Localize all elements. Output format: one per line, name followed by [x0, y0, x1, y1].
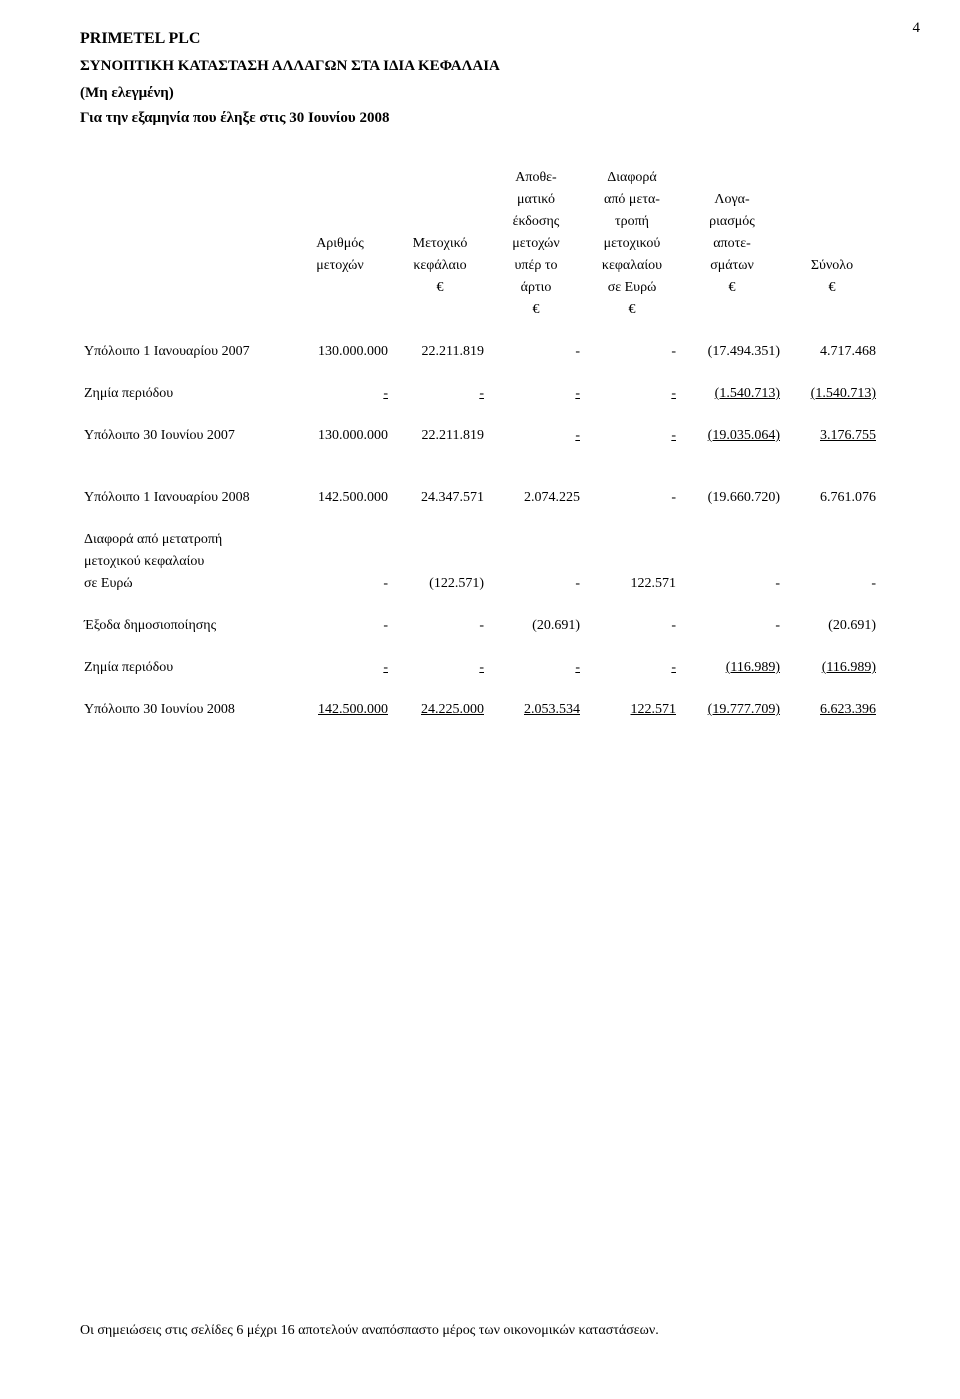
header-row: € € [80, 299, 880, 321]
document-page: PRIMETEL PLC ΣΥΝΟΠΤΙΚΗ ΚΑΤΑΣΤΑΣΗ ΑΛΛΑΓΩΝ… [0, 0, 960, 751]
table-row: Υπόλοιπο 30 Ιουνίου 2008 142.500.000 24.… [80, 699, 880, 721]
table-row: Ζημία περιόδου - - - - (1.540.713) (1.54… [80, 383, 880, 405]
header-row: έκδοσης τροπή ριασμός [80, 211, 880, 233]
col3-header: Αποθε- [488, 167, 584, 189]
header-row: Αποθε- Διαφορά [80, 167, 880, 189]
table-row: Υπόλοιπο 1 Ιανουαρίου 2007 130.000.000 2… [80, 341, 880, 363]
table-row: σε Ευρώ - (122.571) - 122.571 - - [80, 573, 880, 595]
header-row: μετοχών κεφάλαιο υπέρ το κεφαλαίου σμάτω… [80, 255, 880, 277]
equity-changes-table: Αποθε- Διαφορά ματικό από μετα- Λογα- έκ… [80, 167, 880, 721]
table-row: Υπόλοιπο 30 Ιουνίου 2007 130.000.000 22.… [80, 425, 880, 447]
page-number: 4 [913, 20, 921, 37]
table-row: Ζημία περιόδου - - - - (116.989) (116.98… [80, 657, 880, 679]
header-row: Αριθμός Μετοχικό μετοχών μετοχικού αποτε… [80, 233, 880, 255]
row-label: Υπόλοιπο 1 Ιανουαρίου 2007 [80, 341, 288, 363]
row-label: μετοχικού κεφαλαίου [80, 551, 288, 573]
table-row: Υπόλοιπο 1 Ιανουαρίου 2008 142.500.000 2… [80, 487, 880, 509]
table-row: Έξοδα δημοσιοποίησης - - (20.691) - - (2… [80, 615, 880, 637]
table-row: μετοχικού κεφαλαίου [80, 551, 880, 573]
company-name: PRIMETEL PLC [80, 30, 880, 48]
header-row: ματικό από μετα- Λογα- [80, 189, 880, 211]
row-label: Υπόλοιπο 30 Ιουνίου 2008 [80, 699, 288, 721]
footnote: Οι σημειώσεις στις σελίδες 6 μέχρι 16 απ… [80, 1323, 659, 1339]
row-label: Υπόλοιπο 1 Ιανουαρίου 2008 [80, 487, 288, 509]
header-row: € άρτιο σε Ευρώ € € [80, 277, 880, 299]
reporting-period: Για την εξαμηνία που έληξε στις 30 Ιουνί… [80, 110, 880, 127]
row-label: Ζημία περιόδου [80, 657, 288, 679]
row-label: Έξοδα δημοσιοποίησης [80, 615, 288, 637]
row-label: Διαφορά από μετατροπή [80, 529, 288, 551]
row-label: Ζημία περιόδου [80, 383, 288, 405]
row-label: Υπόλοιπο 30 Ιουνίου 2007 [80, 425, 288, 447]
row-label: σε Ευρώ [80, 573, 288, 595]
statement-title: ΣΥΝΟΠΤΙΚΗ ΚΑΤΑΣΤΑΣΗ ΑΛΛΑΓΩΝ ΣΤΑ ΙΔΙΑ ΚΕΦ… [80, 58, 880, 75]
table-row: Διαφορά από μετατροπή [80, 529, 880, 551]
col4-header: Διαφορά [584, 167, 680, 189]
audit-status: (Μη ελεγμένη) [80, 85, 880, 102]
